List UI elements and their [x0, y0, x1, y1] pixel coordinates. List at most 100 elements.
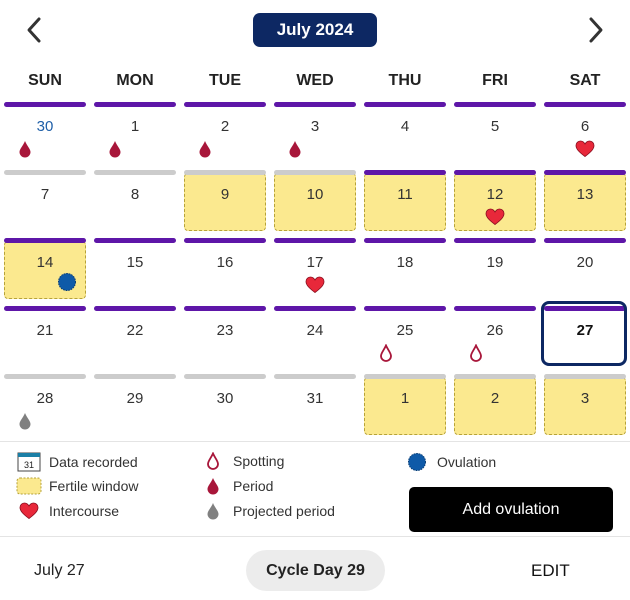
- day-cell[interactable]: 28: [4, 374, 86, 436]
- day-number: 30: [216, 390, 234, 407]
- period-drop-icon: [18, 140, 32, 163]
- data-recorded-bar: [274, 306, 356, 311]
- data-recorded-bar: [184, 306, 266, 311]
- day-cell[interactable]: 13: [544, 170, 626, 232]
- day-cell[interactable]: 5: [454, 102, 536, 164]
- day-cell[interactable]: 29: [94, 374, 176, 436]
- day-cell[interactable]: 11: [364, 170, 446, 232]
- add-ovulation-button[interactable]: Add ovulation: [409, 487, 613, 532]
- no-data-bar: [4, 170, 86, 175]
- calendar-header: July 2024: [0, 0, 630, 60]
- calendar-icon-label: 31: [24, 460, 34, 470]
- day-number: 11: [397, 186, 413, 203]
- day-number: 23: [216, 322, 234, 339]
- day-number: 28: [36, 390, 54, 407]
- day-cell[interactable]: 18: [364, 238, 446, 300]
- day-number: 4: [400, 118, 410, 135]
- day-cell[interactable]: 14: [4, 238, 86, 300]
- day-cell[interactable]: 23: [184, 306, 266, 368]
- footer-divider: [0, 536, 630, 537]
- weekday-fri: FRI: [482, 72, 508, 89]
- day-cell[interactable]: 15: [94, 238, 176, 300]
- legend-ovulation-label: Ovulation: [437, 454, 497, 470]
- no-data-bar: [274, 374, 356, 379]
- fertile-window-highlight: [544, 173, 626, 231]
- month-selector[interactable]: July 2024: [253, 13, 377, 47]
- day-cell[interactable]: 31: [274, 374, 356, 436]
- day-cell[interactable]: 4: [364, 102, 446, 164]
- day-cell[interactable]: 26: [454, 306, 536, 368]
- day-cell[interactable]: 30: [184, 374, 266, 436]
- day-number: 10: [306, 186, 324, 203]
- data-recorded-bar: [364, 170, 446, 175]
- spotting-drop-icon: [379, 343, 393, 367]
- legend-spotting-label: Spotting: [233, 453, 285, 469]
- day-cell[interactable]: 17: [274, 238, 356, 300]
- ovulation-icon: [408, 453, 426, 471]
- day-number: 2: [490, 390, 500, 407]
- day-cell[interactable]: 6: [544, 102, 626, 164]
- day-cell[interactable]: 3: [274, 102, 356, 164]
- day-cell[interactable]: 21: [4, 306, 86, 368]
- no-data-bar: [454, 374, 536, 379]
- data-recorded-bar: [364, 238, 446, 243]
- data-recorded-bar: [454, 170, 536, 175]
- projected-drop-icon: [207, 503, 219, 520]
- day-cell[interactable]: 16: [184, 238, 266, 300]
- data-recorded-bar: [364, 102, 446, 107]
- day-cell[interactable]: 27: [544, 306, 626, 368]
- day-cell[interactable]: 25: [364, 306, 446, 368]
- day-cell[interactable]: 22: [94, 306, 176, 368]
- day-cell[interactable]: 1: [94, 102, 176, 164]
- day-cell[interactable]: 19: [454, 238, 536, 300]
- day-number: 12: [486, 186, 504, 203]
- legend-ovulation: Ovulation: [404, 452, 496, 472]
- day-number: 26: [486, 322, 504, 339]
- day-cell[interactable]: 9: [184, 170, 266, 232]
- no-data-bar: [94, 170, 176, 175]
- spotting-drop-icon: [207, 452, 219, 470]
- day-cell[interactable]: 30: [4, 102, 86, 164]
- day-cell[interactable]: 8: [94, 170, 176, 232]
- data-recorded-bar: [94, 306, 176, 311]
- next-month-button[interactable]: [580, 14, 612, 46]
- legend-projected-period-label: Projected period: [233, 503, 335, 519]
- day-number: 5: [490, 118, 500, 135]
- data-recorded-bar: [544, 238, 626, 243]
- period-drop-icon: [198, 140, 212, 163]
- period-drop-icon: [108, 140, 122, 163]
- day-cell[interactable]: 1: [364, 374, 446, 436]
- heart-icon: [19, 502, 39, 520]
- day-number: 22: [126, 322, 144, 339]
- day-cell[interactable]: 3: [544, 374, 626, 436]
- day-cell[interactable]: 10: [274, 170, 356, 232]
- heart-icon: [485, 208, 505, 231]
- data-recorded-bar: [184, 102, 266, 107]
- data-recorded-bar: [94, 238, 176, 243]
- day-cell[interactable]: 7: [4, 170, 86, 232]
- day-number: 1: [400, 390, 410, 407]
- weekday-wed: WED: [296, 72, 334, 89]
- day-number: 16: [216, 254, 234, 271]
- day-cell[interactable]: 20: [544, 238, 626, 300]
- today-highlight[interactable]: [541, 301, 627, 366]
- calendar-icon: 31: [17, 452, 41, 472]
- day-cell[interactable]: 2: [454, 374, 536, 436]
- no-data-bar: [94, 374, 176, 379]
- previous-month-button[interactable]: [18, 14, 50, 46]
- legend-data-recorded-label: Data recorded: [49, 454, 138, 470]
- fertile-window-highlight: [274, 173, 356, 231]
- legend-data-recorded: 31 Data recorded: [16, 452, 138, 472]
- legend-spotting: Spotting: [200, 452, 284, 470]
- day-number: 2: [220, 118, 230, 135]
- day-number: 18: [396, 254, 414, 271]
- day-number: 7: [40, 186, 50, 203]
- selected-date: July 27: [34, 562, 85, 579]
- day-number: 15: [126, 254, 144, 271]
- day-cell[interactable]: 24: [274, 306, 356, 368]
- legend-fertile-window: Fertile window: [16, 477, 138, 495]
- day-number: 24: [306, 322, 324, 339]
- day-cell[interactable]: 2: [184, 102, 266, 164]
- day-cell[interactable]: 12: [454, 170, 536, 232]
- edit-button[interactable]: EDIT: [531, 561, 570, 580]
